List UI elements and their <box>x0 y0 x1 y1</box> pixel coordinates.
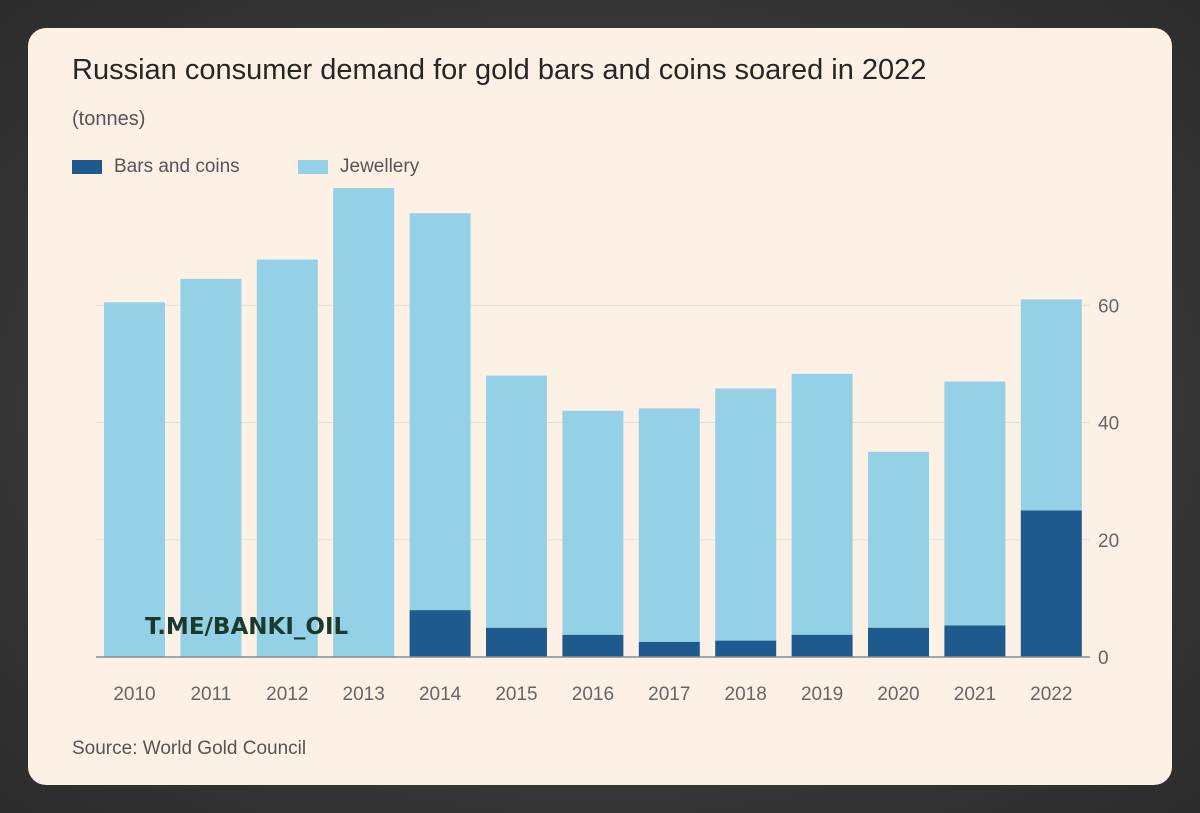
x-tick-label: 2020 <box>877 684 919 705</box>
source-note: Source: World Gold Council <box>72 738 307 759</box>
x-tick-label: 2019 <box>801 684 843 705</box>
y-tick-label: 60 <box>1098 296 1119 317</box>
legend-label-jewellery: Jewellery <box>340 156 420 177</box>
bar-jewellery <box>333 188 395 657</box>
bar-bars-and-coins <box>1020 510 1082 657</box>
bar-bars-and-coins <box>944 625 1006 657</box>
bar-jewellery <box>562 410 624 635</box>
bar-bars-and-coins <box>638 641 700 657</box>
bar-bars-and-coins <box>868 627 929 657</box>
x-tick-label: 2021 <box>954 684 996 705</box>
bar-bars-and-coins <box>486 627 547 657</box>
legend-swatch-jewellery <box>298 160 328 174</box>
bar-jewellery <box>638 408 700 642</box>
x-tick-label: 2010 <box>113 684 155 705</box>
watermark-text: T.ME/BANKI_OIL <box>145 614 349 640</box>
bar-bars-and-coins <box>791 634 853 657</box>
legend-swatch-bars-and-coins <box>72 160 102 174</box>
bar-bars-and-coins <box>409 610 471 657</box>
bar-jewellery <box>1020 299 1082 511</box>
chart-title: Russian consumer demand for gold bars an… <box>72 54 927 86</box>
bar-bars-and-coins <box>562 634 624 657</box>
y-tick-label: 40 <box>1098 414 1119 435</box>
x-tick-label: 2012 <box>266 684 308 705</box>
bar-jewellery <box>256 259 318 657</box>
bar-jewellery <box>868 451 929 628</box>
bar-jewellery <box>791 373 853 635</box>
x-tick-label: 2013 <box>343 684 385 705</box>
x-tick-label: 2015 <box>495 684 537 705</box>
y-tick-label: 0 <box>1098 648 1109 669</box>
x-tick-label: 2016 <box>572 684 614 705</box>
chart-plot: 0 20 40 60 2010 2011 2012 2013 2014 2015 2016 2017 2… <box>96 188 1119 705</box>
legend-label-bars-and-coins: Bars and coins <box>114 156 240 177</box>
bar-jewellery <box>180 278 242 657</box>
x-tick-label: 2011 <box>190 684 231 705</box>
bar-jewellery <box>944 381 1006 626</box>
x-tick-label: 2018 <box>725 684 767 705</box>
bar-bars-and-coins <box>715 640 777 657</box>
x-tick-label: 2017 <box>648 684 690 705</box>
chart-subtitle: (tonnes) <box>72 108 146 130</box>
chart-card: Russian consumer demand for gold bars an… <box>28 28 1172 785</box>
bar-jewellery <box>104 302 165 657</box>
x-tick-label: 2022 <box>1030 684 1072 705</box>
x-tick-label: 2014 <box>419 684 462 705</box>
bar-jewellery <box>715 388 777 641</box>
bar-jewellery <box>486 375 547 628</box>
y-tick-label: 20 <box>1098 531 1119 552</box>
bar-jewellery <box>409 213 471 611</box>
